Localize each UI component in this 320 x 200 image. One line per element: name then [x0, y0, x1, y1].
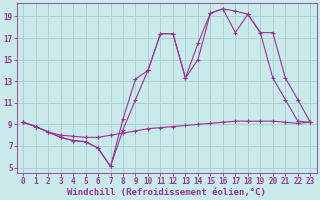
X-axis label: Windchill (Refroidissement éolien,°C): Windchill (Refroidissement éolien,°C) — [67, 188, 266, 197]
